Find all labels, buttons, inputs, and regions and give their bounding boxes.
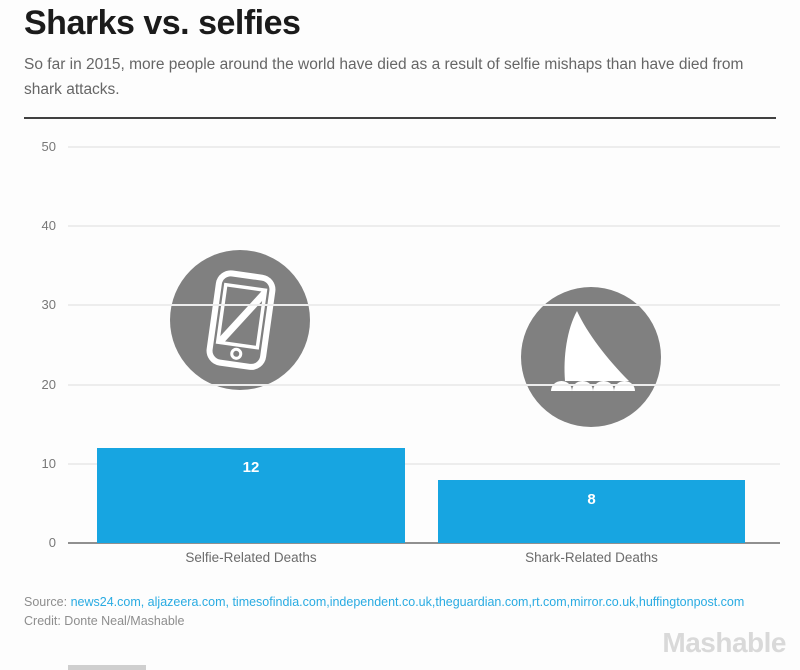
gridline-10 (68, 462, 780, 465)
source-label: Source: (24, 595, 68, 609)
y-tick-label-50: 50 (41, 139, 56, 154)
source-line: Source: news24.com, aljazeera.com, times… (24, 595, 744, 609)
shark-fin-icon (521, 287, 661, 427)
source-links[interactable]: news24.com, aljazeera.com, timesofindia.… (67, 595, 745, 609)
gridline-0 (68, 542, 780, 544)
gridline-20 (68, 383, 780, 386)
credit-line: Credit: Donte Neal/Mashable (24, 614, 185, 628)
gridline-50 (68, 146, 780, 148)
header-divider (24, 117, 776, 119)
page-title: Sharks vs. selfies (24, 4, 301, 42)
bar-selfie-related-deaths: 12 (97, 447, 405, 543)
gridline-30 (68, 304, 780, 307)
cropped-edge-mark (68, 665, 146, 670)
smartphone-icon (170, 250, 310, 390)
gridline-40 (68, 225, 780, 228)
page-subtitle: So far in 2015, more people around the w… (24, 56, 744, 98)
y-tick-label-20: 20 (41, 376, 56, 392)
bar-shark-related-deaths: 8 (438, 479, 745, 543)
y-tick-label-10: 10 (41, 455, 56, 471)
category-label-selfie-related-deaths: Selfie-Related Deaths (185, 550, 317, 565)
y-tick-label-40: 40 (41, 218, 56, 234)
category-label-shark-related-deaths: Shark-Related Deaths (525, 550, 658, 565)
y-tick-label-30: 30 (41, 297, 56, 313)
bar-value-label: 8 (587, 490, 596, 508)
mashable-logo: Mashable (662, 627, 786, 658)
bar-value-label: 12 (242, 458, 260, 476)
y-tick-label-0: 0 (48, 535, 56, 550)
